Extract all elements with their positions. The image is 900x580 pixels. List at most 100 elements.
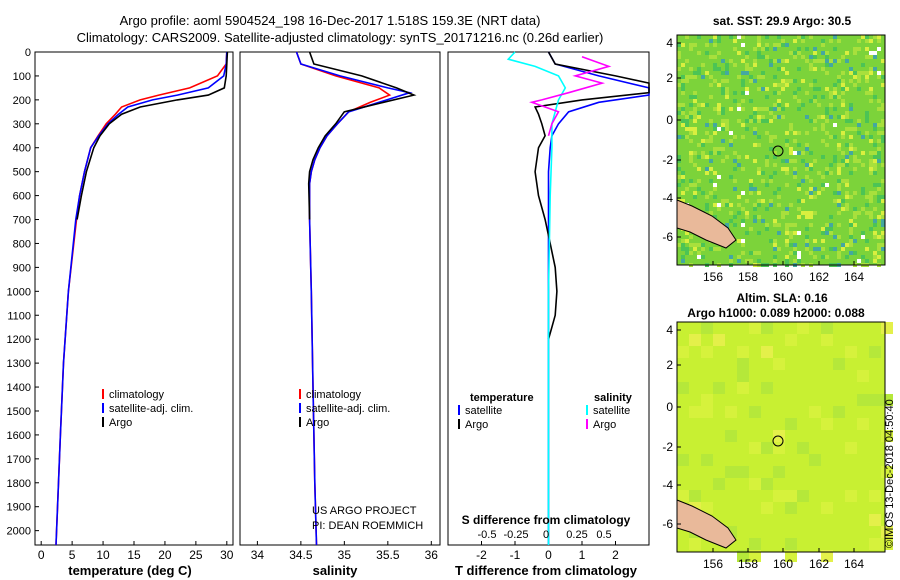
map-cell: [785, 207, 789, 211]
map-cell: [841, 79, 845, 83]
map-cell: [849, 243, 853, 247]
map-cell: [681, 103, 685, 107]
map-cell: [705, 51, 709, 55]
map-cell: [821, 239, 825, 243]
map-cell: [781, 43, 785, 47]
map-cell: [793, 39, 797, 43]
map-cell: [709, 247, 713, 251]
map-cell: [861, 235, 865, 239]
map-cell: [869, 99, 873, 103]
map-cell: [833, 406, 845, 418]
map-cell: [829, 135, 833, 139]
depth-tick-label: 600: [13, 191, 31, 203]
map-cell: [677, 159, 681, 163]
map-cell: [685, 75, 689, 79]
map-cell: [749, 183, 753, 187]
s-tick-label: 0.25: [566, 529, 587, 541]
map-cell: [721, 71, 725, 75]
header-line-1: Argo profile: aoml 5904524_198 16-Dec-20…: [120, 13, 541, 28]
map-cell: [737, 346, 749, 358]
series-line-satellite: [547, 51, 650, 545]
map-cell: [741, 123, 745, 127]
map-cell: [813, 159, 817, 163]
map-cell: [813, 239, 817, 243]
map-cell: [765, 227, 769, 231]
map-cell: [785, 183, 789, 187]
map-cell: [821, 502, 833, 514]
map-cell: [785, 143, 789, 147]
depth-tick-label: 700: [13, 215, 31, 227]
map-cell: [841, 151, 845, 155]
map-cell: [853, 223, 857, 227]
map-cell: [777, 91, 781, 95]
map-cell: [757, 39, 761, 43]
map-cell: [817, 191, 821, 195]
map-cell: [869, 346, 881, 358]
map-cell: [717, 35, 721, 39]
map-cell: [809, 163, 813, 167]
map-cell: [853, 167, 857, 171]
sst-profile-marker: [772, 145, 784, 157]
map-cell: [713, 478, 725, 490]
map-cell: [701, 454, 713, 466]
map-cell: [713, 382, 725, 394]
map-cell: [693, 127, 697, 131]
map-cell: [689, 95, 693, 99]
map-cell: [697, 187, 701, 191]
map-cell: [845, 59, 849, 63]
map-cell: [677, 382, 689, 394]
map-cell: [693, 191, 697, 195]
map-cell: [681, 247, 685, 251]
depth-tick-label: 1800: [7, 478, 31, 490]
map-cell: [761, 442, 773, 454]
map-cell: [725, 79, 729, 83]
map-cell: [829, 95, 833, 99]
map-cell: [753, 111, 757, 115]
map-cell: [753, 251, 757, 255]
map-cell: [813, 87, 817, 91]
map-cell: [705, 131, 709, 135]
map-cell: [769, 239, 773, 243]
map-cell: [869, 191, 873, 195]
map-cell: [769, 203, 773, 207]
sst-map-axes: 156 158 160 162 164 4 2 0 -2 -4 -6: [662, 36, 864, 284]
map-cell: [869, 151, 873, 155]
map-cell: [697, 51, 701, 55]
map-cell: [833, 95, 837, 99]
map-cell: [761, 47, 765, 51]
map-cell: [793, 243, 797, 247]
map-cell: [861, 187, 865, 191]
map-cell: [769, 63, 773, 67]
map-cell: [813, 95, 817, 99]
map-cell: [789, 243, 793, 247]
project-annotation: US ARGO PROJECT: [312, 505, 417, 517]
map-cell: [689, 155, 693, 159]
map-cell: [865, 203, 869, 207]
map-cell: [677, 135, 681, 139]
map-cell: [757, 199, 761, 203]
map-cell: [881, 75, 885, 79]
map-cell: [677, 346, 689, 358]
map-cell: [725, 155, 729, 159]
map-cell: [865, 91, 869, 95]
map-cell: [705, 195, 709, 199]
map-cell: [821, 334, 833, 346]
map-cell: [873, 95, 877, 99]
map-cell: [845, 346, 857, 358]
map-cell: [825, 231, 829, 235]
map-cell: [793, 223, 797, 227]
map-cell: [693, 183, 697, 187]
map-cell: [881, 235, 885, 239]
map-cell: [689, 47, 693, 51]
map-cell: [729, 175, 733, 179]
map-cell: [845, 163, 849, 167]
map-cell: [789, 51, 793, 55]
map-cell: [737, 75, 741, 79]
map-cell: [861, 135, 865, 139]
map-cell: [837, 167, 841, 171]
map-cell: [805, 191, 809, 195]
map-cell: [805, 167, 809, 171]
map-cell: [857, 370, 869, 382]
map-cell: [877, 183, 881, 187]
map-cell: [793, 167, 797, 171]
